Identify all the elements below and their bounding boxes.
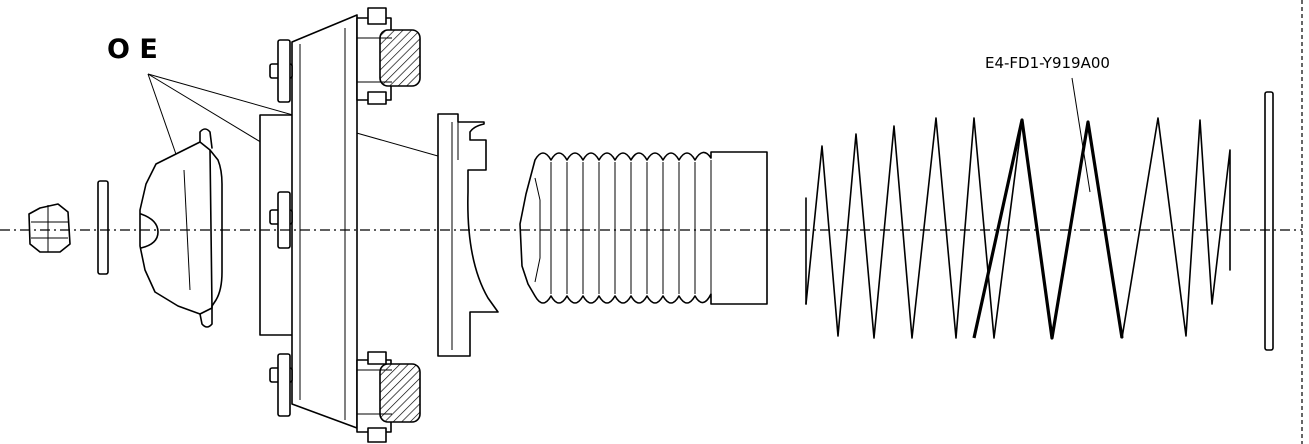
washer [97, 180, 109, 275]
part-number-label: E4-FD1-Y919A00 [985, 54, 1110, 72]
coil-spring [805, 117, 1231, 340]
part-number-leader [1071, 77, 1091, 193]
strut-mount-cap [139, 128, 223, 328]
hex-nut [28, 203, 71, 253]
oe-label: O E [107, 34, 158, 65]
dust-boot [519, 151, 768, 305]
upper-mount [259, 7, 421, 443]
end-shim [1264, 91, 1274, 351]
spring-seat [437, 113, 499, 357]
